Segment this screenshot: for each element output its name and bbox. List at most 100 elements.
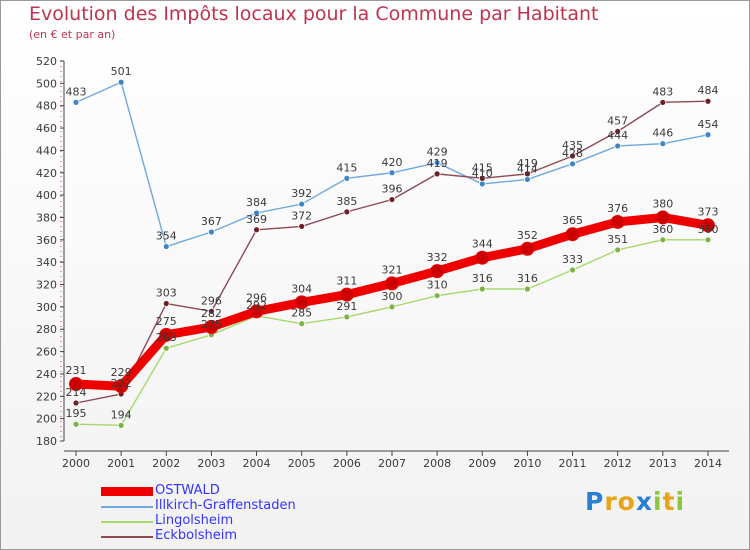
data-labels: 483 501 354 367 384 392 415 420 429 410 414 428 444 4… [66,65,719,421]
data-point-eckbolsheim [614,128,622,135]
data-label-eckbolsheim: 419 [517,157,538,170]
y-tick-label: 280 [36,323,57,336]
data-point-ostwald [69,377,83,391]
y-tick-label: 340 [36,256,57,269]
data-point-illkirch-graffenstaden [298,200,306,208]
data-point-lingolsheim [704,236,712,244]
data-point-illkirch-graffenstaden [72,98,80,106]
data-point-lingolsheim [569,266,576,274]
data-point-ostwald [565,227,580,242]
data-point-illkirch-graffenstaden [569,160,576,168]
data-point-eckbolsheim [433,170,441,178]
data-label-ostwald: 344 [472,238,493,251]
data-label-lingolsheim: 310 [427,279,448,292]
data-label-lingolsheim: 360 [697,223,718,236]
data-label-ostwald: 352 [517,229,538,242]
x-tick-label: 2013 [649,457,677,470]
y-tick-label: 480 [36,100,57,113]
data-point-illkirch-graffenstaden [478,180,486,188]
data-point-illkirch-graffenstaden [614,142,622,150]
x-tick-label: 2001 [107,457,135,470]
data-label-ostwald: 275 [156,315,177,328]
logo-letter: t [662,487,676,516]
series-lingolsheim [72,236,712,429]
data-label-illkirch-graffenstaden: 428 [562,147,583,160]
data-label-lingolsheim: 285 [291,307,312,320]
data-label-illkirch-graffenstaden: 483 [66,85,87,98]
data-point-ostwald [294,295,309,310]
data-label-eckbolsheim: 419 [427,157,448,170]
data-point-illkirch-graffenstaden [704,131,712,139]
y-tick-label: 240 [36,368,57,381]
y-tick-label: 260 [36,346,57,359]
data-label-eckbolsheim: 484 [697,84,718,97]
series-ostwald [69,210,715,394]
data-label-illkirch-graffenstaden: 414 [517,162,538,175]
data-point-ostwald [114,379,129,394]
data-label-eckbolsheim: 435 [562,139,583,152]
data-point-ostwald [520,241,535,256]
legend-swatch-ostwald [101,487,153,496]
y-tick-label: 400 [36,189,57,202]
logo-letter: i [675,487,686,516]
data-point-lingolsheim [614,246,622,254]
data-label-ostwald: 231 [66,364,87,377]
data-label-lingolsheim: 300 [381,290,402,303]
data-label-lingolsheim: 351 [607,233,628,246]
data-label-eckbolsheim: 222 [111,377,132,390]
data-label-eckbolsheim: 483 [652,85,673,98]
y-tick-label: 440 [36,144,57,157]
x-tick-label: 2007 [378,457,406,470]
data-label-illkirch-graffenstaden: 454 [697,118,718,131]
data-point-eckbolsheim [208,307,215,315]
chart-title: Evolution des Impôts locaux pour la Comm… [29,3,599,25]
y-tick-label: 320 [36,279,57,292]
data-point-ostwald [655,210,670,225]
data-point-ostwald [159,327,174,342]
data-point-illkirch-graffenstaden [208,228,215,236]
x-tick-label: 2006 [333,457,361,470]
x-tick-label: 2010 [513,457,541,470]
data-label-illkirch-graffenstaden: 429 [427,146,448,159]
data-label-lingolsheim: 263 [156,331,177,344]
data-label-illkirch-graffenstaden: 446 [652,127,673,140]
data-point-eckbolsheim [388,196,396,203]
data-point-illkirch-graffenstaden [433,159,441,167]
data-label-illkirch-graffenstaden: 420 [381,156,402,169]
data-point-eckbolsheim [569,152,576,160]
x-tick-label: 2004 [243,457,271,470]
x-tick-label: 2008 [423,457,451,470]
logo-letter: P [585,487,605,516]
x-tick-label: 2014 [694,457,722,470]
data-label-ostwald: 296 [246,291,267,304]
y-tick-label: 420 [36,167,57,180]
data-point-eckbolsheim [524,170,531,178]
data-point-eckbolsheim [162,300,170,307]
data-point-ostwald [430,264,445,279]
data-label-ostwald: 373 [697,205,718,218]
x-tick-label: 2005 [288,457,316,470]
series-illkirch-graffenstaden [72,78,712,250]
legend-swatch-eckbolsheim [101,536,153,538]
data-point-ostwald [384,276,399,291]
data-point-illkirch-graffenstaden [524,176,531,183]
data-label-ostwald: 332 [427,251,448,264]
data-label-lingolsheim: 194 [111,408,132,421]
data-label-illkirch-graffenstaden: 384 [246,196,267,209]
data-label-ostwald: 380 [652,197,673,210]
y-tick-label: 520 [36,55,57,68]
data-point-ostwald [610,214,625,229]
x-tick-label: 2009 [468,457,496,470]
data-label-ostwald: 229 [111,366,132,379]
x-tick-label: 2011 [559,457,587,470]
data-point-ostwald [475,250,490,265]
data-label-illkirch-graffenstaden: 415 [336,161,357,174]
data-label-lingolsheim: 360 [652,223,673,236]
data-label-lingolsheim: 291 [336,300,357,313]
legend-swatch-illkirch [101,506,153,508]
data-point-illkirch-graffenstaden [253,209,260,217]
y-tick-label: 220 [36,390,57,403]
data-label-eckbolsheim: 296 [201,294,222,307]
